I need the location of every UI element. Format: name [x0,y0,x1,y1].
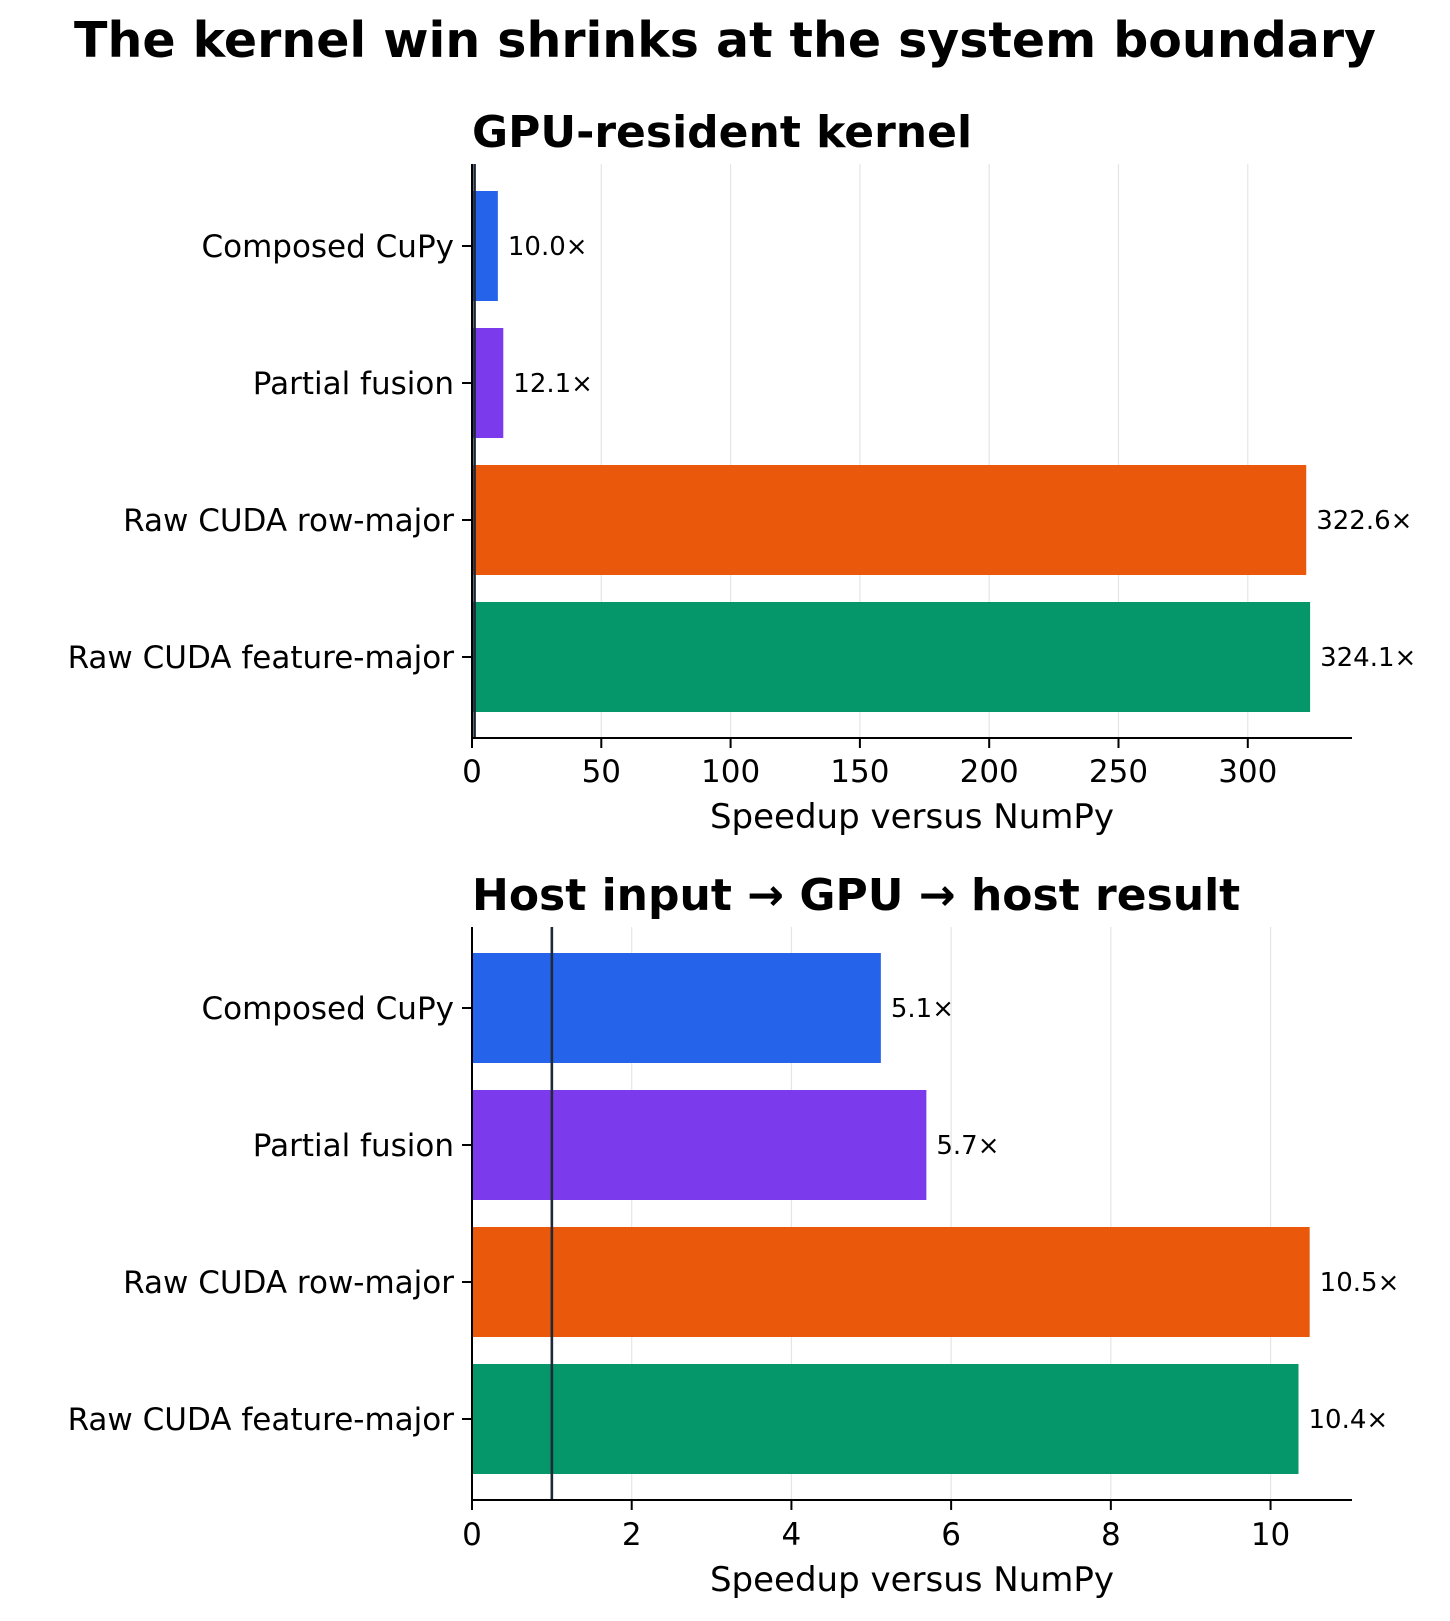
x-tick-label: 8 [1101,1517,1121,1553]
y-tick-label: Raw CUDA row-major [123,1265,454,1301]
panel-title: GPU-resident kernel [472,107,972,158]
bar [472,328,504,438]
data-label: 5.1× [891,994,954,1024]
y-tick-label: Partial fusion [253,366,454,402]
data-label: 10.4× [1308,1405,1388,1435]
y-tick-label: Partial fusion [253,1128,454,1164]
y-tick-label: Raw CUDA feature-major [68,640,455,676]
panel-gpu-resident: Composed CuPy 10.0× Partial fusion 12.1× Raw… [68,107,1417,837]
figure-suptitle: The kernel win shrinks at the system bou… [74,12,1376,69]
x-axis-label: Speedup versus NumPy [710,1560,1114,1600]
x-tick-label: 250 [1089,754,1148,790]
bar [472,1227,1310,1337]
x-tick-label: 0 [462,1517,482,1553]
x-tick-label: 200 [960,754,1019,790]
data-label: 322.6× [1316,506,1412,536]
x-tick-label: 0 [462,754,482,790]
panel-title: Host input → GPU → host result [472,870,1240,921]
y-tick-label: Raw CUDA feature-major [68,1402,455,1438]
x-tick-label: 2 [622,1517,642,1553]
x-axis-label: Speedup versus NumPy [710,797,1114,837]
data-label: 10.0× [508,232,588,262]
x-tick-label: 6 [941,1517,961,1553]
bar [472,953,881,1063]
bar [472,191,498,301]
bar [472,1090,927,1200]
data-label: 12.1× [513,369,593,399]
bar [472,465,1307,575]
bar [472,1364,1299,1474]
data-label: 10.5× [1320,1268,1400,1298]
y-tick-label: Raw CUDA row-major [123,503,454,539]
data-label: 324.1× [1320,643,1416,673]
x-tick-label: 50 [582,754,621,790]
x-tick-label: 150 [830,754,889,790]
y-tick-label: Composed CuPy [201,991,454,1027]
panel-host-roundtrip: Composed CuPy 5.1× Partial fusion 5.7× Raw C… [68,870,1400,1600]
x-tick-label: 4 [782,1517,802,1553]
x-tick-label: 100 [701,754,760,790]
x-tick-label: 10 [1251,1517,1290,1553]
x-tick-label: 300 [1218,754,1277,790]
y-tick-label: Composed CuPy [201,229,454,265]
bar [472,602,1311,712]
data-label: 5.7× [936,1131,999,1161]
